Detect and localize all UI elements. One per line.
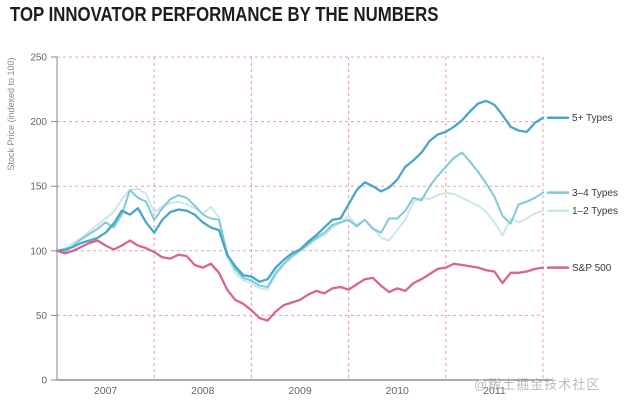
x-tick-label: 2011 <box>483 385 506 397</box>
x-tick-label: 2008 <box>191 385 215 397</box>
legend-label-3-4-Types: 3–4 Types <box>572 188 618 199</box>
page-title: TOP INNOVATOR PERFORMANCE BY THE NUMBERS <box>10 4 439 26</box>
legend-label-S-P-500: S&P 500 <box>572 263 612 274</box>
y-tick-label: 0 <box>41 376 47 387</box>
series-line-3-4-Types <box>56 151 544 288</box>
legend-label-5-Types: 5+ Types <box>572 113 613 124</box>
y-tick-label: 50 <box>36 311 48 322</box>
series-line-5-Types <box>55 99 545 283</box>
y-axis-title: Stock Price (indexed to 100) <box>6 57 16 170</box>
y-tick-label: 100 <box>30 246 47 257</box>
series-line-1-2-Types <box>56 187 544 291</box>
series-line-S-P-500 <box>55 239 545 322</box>
watermark: @稀土掘金技术社区 <box>474 377 601 392</box>
y-tick-label: 250 <box>30 53 47 64</box>
legend-label-1-2-Types: 1–2 Types <box>572 206 618 217</box>
y-tick-label: 200 <box>30 117 47 128</box>
x-tick-label: 2009 <box>288 385 312 397</box>
x-tick-label: 2010 <box>386 385 410 397</box>
y-tick-label: 150 <box>30 182 47 193</box>
x-tick-label: 2007 <box>94 385 118 397</box>
